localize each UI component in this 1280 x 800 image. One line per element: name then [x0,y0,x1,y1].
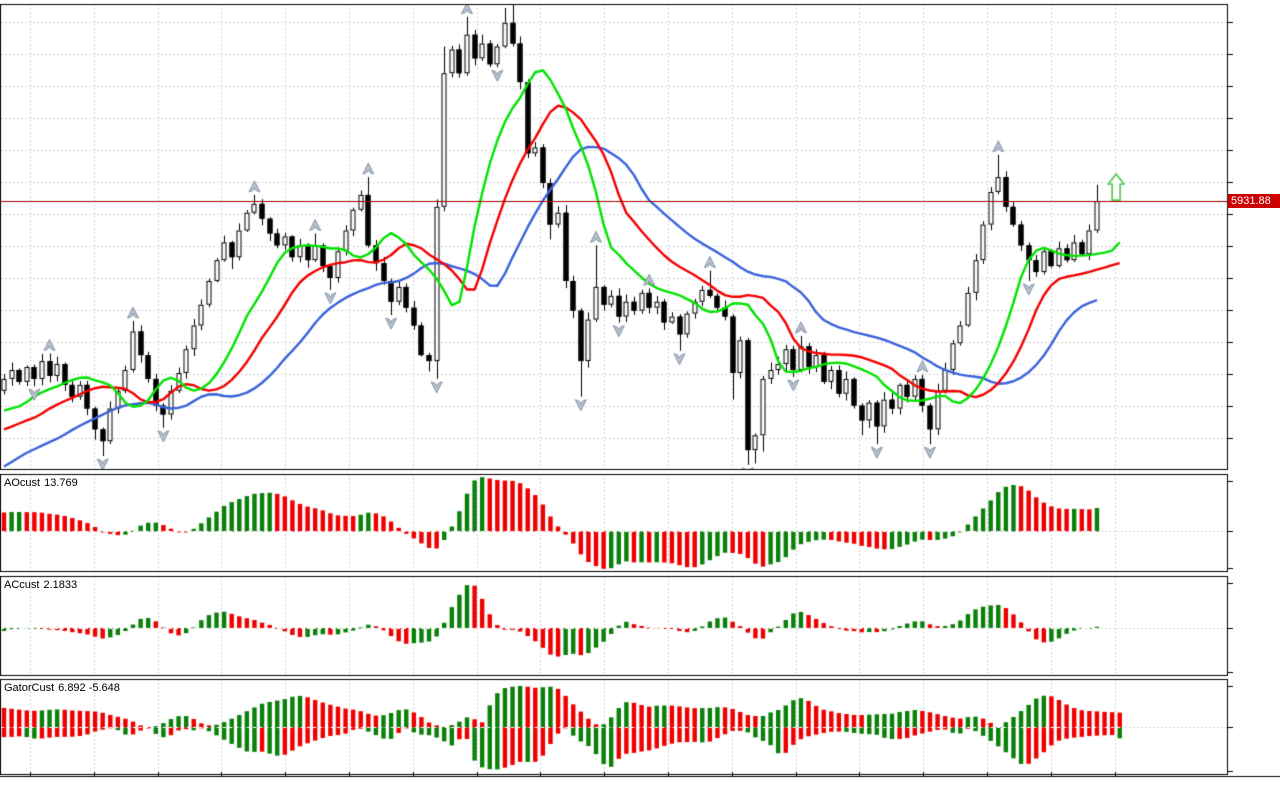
gator-indicator-value: 6.892 -5.648 [58,682,120,694]
current-price-label: 5931.88 [1231,195,1271,208]
ac-indicator-value: 2.1833 [43,579,78,591]
gator-indicator-name: GatorCust [4,682,55,694]
ac-panel-title: ACcust 2.1833 [4,579,81,591]
time-axis[interactable]: 26 May 202527 May 01:0027 May 09:0027 Ma… [0,776,1280,800]
ac-indicator-name: ACcust [4,579,40,591]
ao-indicator-value: 13.769 [44,477,78,489]
current-price-badge: 5931.88 [1228,194,1280,209]
ao-panel-title: AOcust 13.769 [4,477,82,489]
price-axis[interactable]: 5992.405981.605970.805960.005949.205938.… [1228,0,1280,776]
ao-indicator-name: AOcust [4,477,41,489]
gator-panel-title: GatorCust 6.892 -5.648 [4,682,124,694]
